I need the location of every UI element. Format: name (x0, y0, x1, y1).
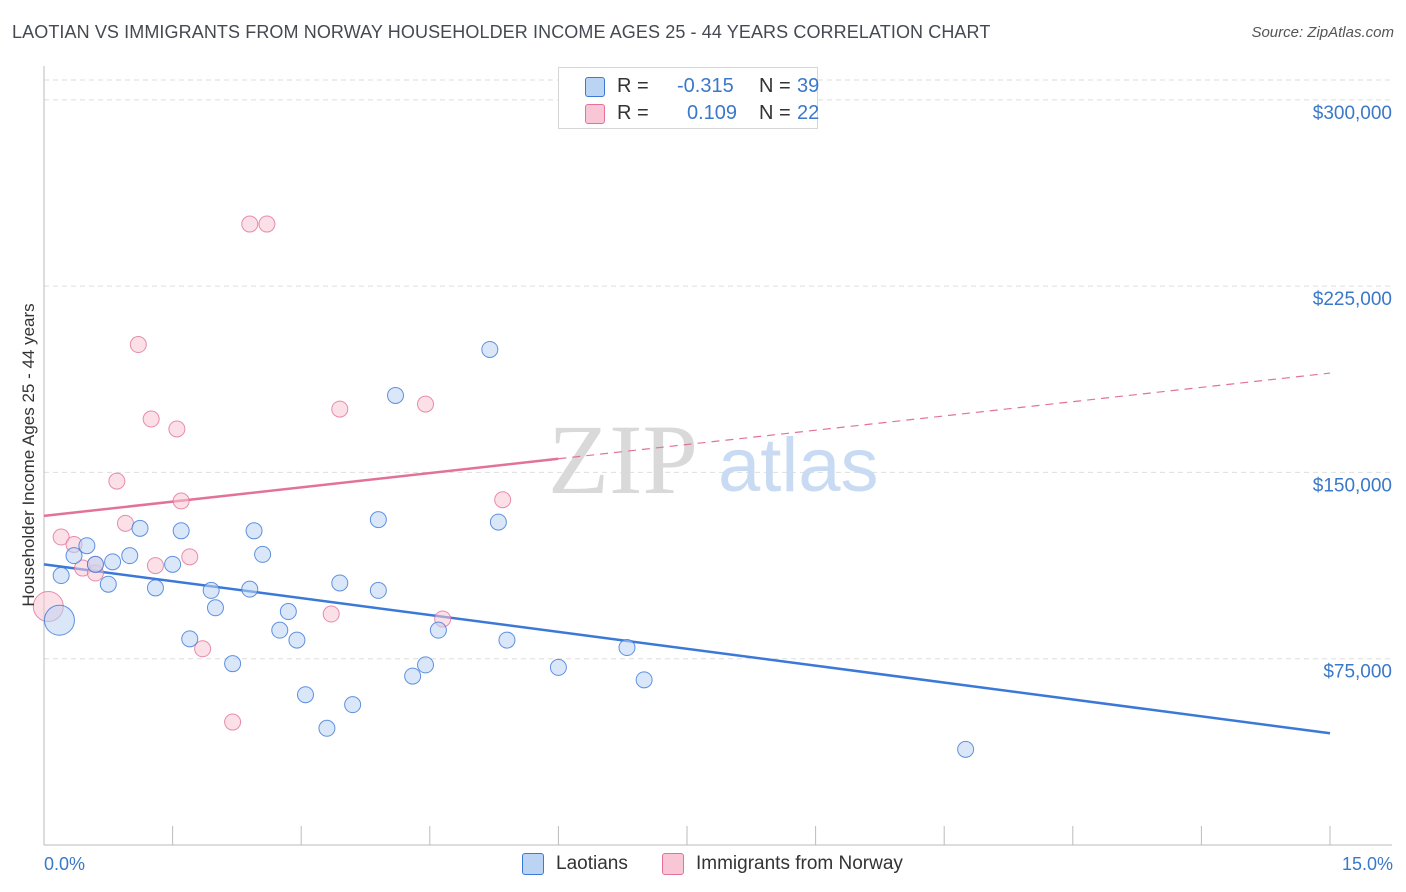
legend-n-value: 22 (797, 102, 820, 124)
legend-swatch-blue (522, 853, 544, 875)
laotians-point (429, 621, 447, 639)
norway-point (142, 410, 160, 428)
laotians-point (99, 575, 117, 593)
laotians-point (52, 567, 70, 585)
watermark: ZIP atlas (548, 404, 879, 515)
y-tick-label: $150,000 (1313, 475, 1392, 496)
laotians-point (271, 621, 289, 639)
norway-point (194, 640, 212, 658)
laotians-point (202, 581, 220, 599)
norway-point (494, 491, 512, 509)
x-tick-label: 0.0% (44, 854, 85, 874)
laotians-point (549, 658, 567, 676)
norway-point (417, 395, 435, 413)
norway-point (172, 492, 190, 510)
laotians-point (489, 513, 507, 531)
laotians-point (498, 631, 516, 649)
legend-label: Laotians (556, 853, 628, 874)
norway-point (146, 557, 164, 575)
laotians-point (181, 630, 199, 648)
laotians-point (78, 537, 96, 555)
tick-labels: $75,000 $150,000 $225,000 $300,000 0.0% 15.0% (44, 103, 1393, 874)
norway-point (181, 548, 199, 566)
trend-lines (43, 372, 1331, 735)
laotians-point (86, 555, 104, 573)
laotians-point (245, 522, 263, 540)
laotians-point (279, 603, 297, 621)
legend-label: Immigrants from Norway (696, 853, 903, 874)
laotians-point (43, 604, 75, 636)
laotians-point (417, 656, 435, 674)
laotians-point (369, 511, 387, 529)
laotians-point (172, 522, 190, 540)
norway-point (224, 713, 242, 731)
axes (43, 66, 1392, 846)
y-tick-label: $75,000 (1323, 662, 1392, 683)
y-tick-label: $225,000 (1313, 289, 1392, 310)
norway-point (129, 336, 147, 354)
laotians-point (206, 599, 224, 617)
legend-n-value: 39 (797, 75, 820, 97)
laotians-point (331, 574, 349, 592)
legend-swatch-pink (585, 104, 605, 124)
watermark-atlas: atlas (718, 423, 879, 508)
data-points (32, 215, 975, 758)
legend-swatch-pink (662, 853, 684, 875)
norway-point (108, 472, 126, 490)
legend-r-label: R = (617, 102, 649, 124)
norway-point (241, 215, 259, 233)
legend-n-label: N = (759, 75, 791, 97)
laotians-point (121, 547, 139, 565)
laotians-point (241, 580, 259, 598)
watermark-zip: ZIP (548, 404, 698, 515)
y-axis-label: Householder Income Ages 25 - 44 years (19, 303, 38, 606)
laotians-trend-line (43, 563, 1331, 735)
y-tick-label: $300,000 (1313, 103, 1392, 124)
chart-title: LAOTIAN VS IMMIGRANTS FROM NORWAY HOUSEH… (12, 22, 991, 42)
source-label: Source: ZipAtlas.com (1251, 24, 1394, 41)
norway-trend-line (43, 457, 559, 518)
legend-swatch-blue (585, 77, 605, 97)
laotians-point (344, 696, 362, 714)
legend-r-value: 0.109 (687, 102, 738, 124)
norway-point (258, 215, 276, 233)
laotians-point (481, 340, 499, 358)
norway-point (168, 420, 186, 438)
laotians-point (104, 553, 122, 571)
legend-r-value: -0.315 (677, 75, 734, 97)
laotians-point (146, 579, 164, 597)
laotians-point (387, 386, 405, 404)
laotians-point (296, 686, 314, 704)
norway-trend-projection (558, 372, 1331, 460)
laotians-point (224, 655, 242, 673)
norway-point (52, 528, 70, 546)
norway-point (116, 514, 134, 532)
laotians-point (318, 719, 336, 737)
laotians-point (618, 639, 636, 657)
laotians-point (369, 581, 387, 599)
stats-legend: R = -0.315 N = 39 R = 0.109 N = 22 (558, 67, 820, 129)
laotians-point (131, 519, 149, 537)
grid-lines (44, 79, 1392, 660)
laotians-point (957, 740, 975, 758)
norway-point (322, 605, 340, 623)
legend-r-label: R = (617, 75, 649, 97)
laotians-point (635, 671, 653, 689)
legend-n-label: N = (759, 102, 791, 124)
laotians-point (65, 547, 83, 565)
laotians-point (254, 545, 272, 563)
laotians-point (164, 555, 182, 573)
laotians-point (288, 631, 306, 649)
x-tick-label: 15.0% (1342, 854, 1393, 874)
norway-point (331, 400, 349, 418)
laotians-point (404, 667, 422, 685)
